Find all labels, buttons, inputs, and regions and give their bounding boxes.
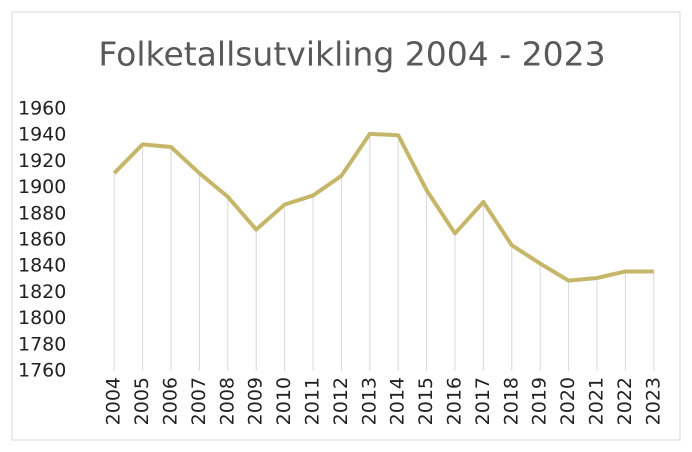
x-tick-label: 2010 [273, 377, 295, 425]
y-tick-label: 1760 [18, 360, 66, 382]
x-tick-label: 2012 [330, 377, 352, 425]
x-tick-label: 2011 [302, 377, 324, 425]
x-tick-label: 2022 [614, 377, 636, 425]
chart-frame [11, 11, 681, 441]
x-tick-label: 2023 [642, 377, 664, 425]
y-tick-label: 1800 [18, 307, 66, 329]
y-tick-label: 1960 [18, 98, 66, 120]
x-tick-label: 2018 [500, 377, 522, 425]
y-tick-label: 1900 [18, 176, 66, 198]
x-tick-label: 2015 [415, 377, 437, 425]
y-tick-label: 1920 [18, 150, 66, 172]
y-tick-label: 1780 [18, 333, 66, 355]
x-tick-label: 2016 [444, 377, 466, 425]
x-tick-label: 2013 [358, 377, 380, 425]
x-tick-label: 2014 [387, 377, 409, 425]
y-tick-label: 1860 [18, 229, 66, 251]
x-tick-label: 2008 [216, 377, 238, 425]
y-tick-label: 1820 [18, 281, 66, 303]
x-tick-label: 2004 [103, 377, 125, 425]
data-line [112, 131, 654, 283]
y-tick-label: 1940 [18, 124, 66, 146]
x-tick-label: 2021 [586, 377, 608, 425]
x-tick-label: 2017 [472, 377, 494, 425]
x-tick-label: 2020 [557, 377, 579, 425]
y-tick-label: 1880 [18, 202, 66, 224]
x-tick-label: 2009 [245, 377, 267, 425]
chart-title: Folketallsutvikling 2004 - 2023 [98, 35, 605, 74]
y-tick-label: 1840 [18, 255, 66, 277]
x-tick-label: 2019 [529, 377, 551, 425]
x-tick-label: 2007 [188, 377, 210, 425]
x-tick-label: 2006 [160, 377, 182, 425]
x-tick-label: 2005 [131, 377, 153, 425]
